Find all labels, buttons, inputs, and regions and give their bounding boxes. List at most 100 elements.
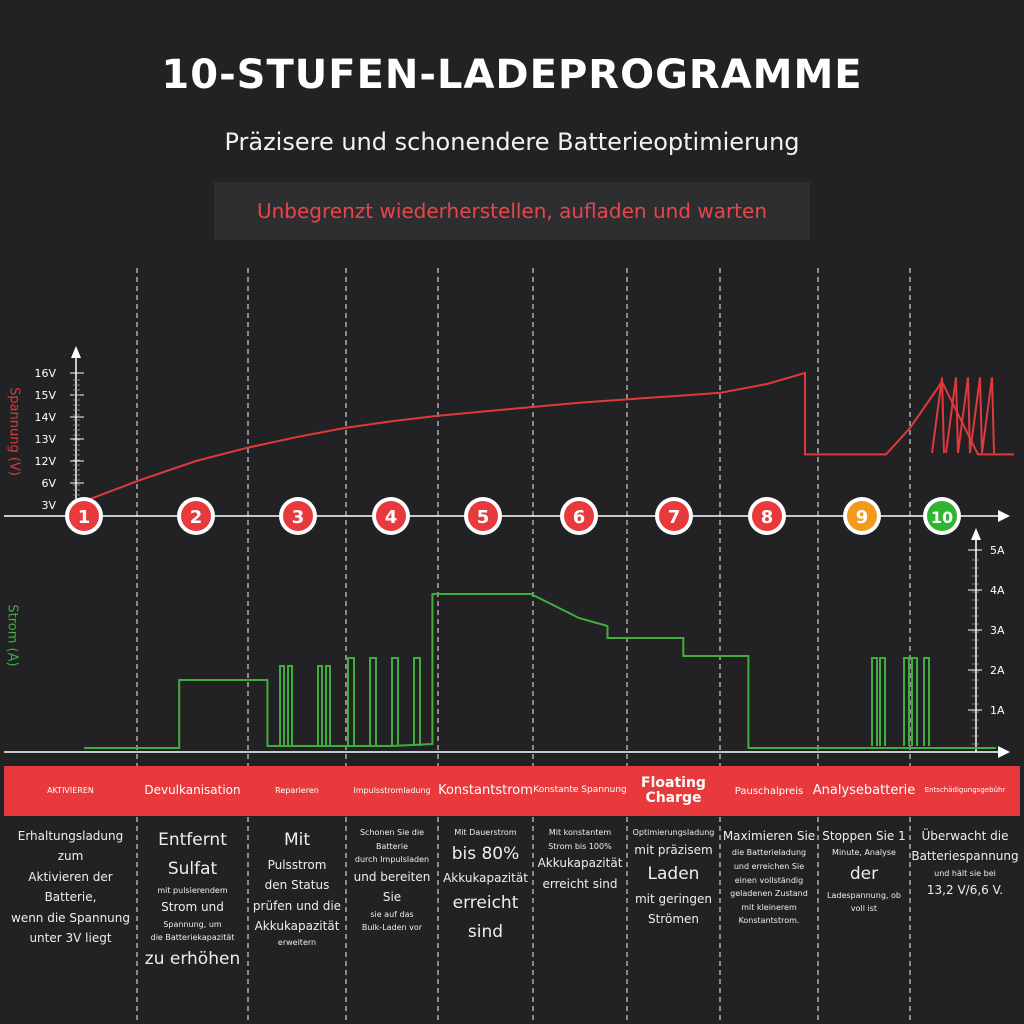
stage-label-9: Analysebatterie [812, 782, 916, 798]
stage-circle-2 [181, 501, 211, 531]
description-line: prüfen und die [252, 898, 342, 913]
current-axis-label: Strom (A) [4, 604, 20, 667]
current-base-arrow [998, 746, 1010, 758]
voltage-tick-label: 13V [34, 433, 56, 446]
description-line: Spannung, um [163, 919, 222, 929]
stage-number: 3 [292, 507, 305, 528]
current-pulses-stage9 [871, 657, 930, 746]
description-line: Strom und [161, 900, 224, 915]
stage-circle-8 [752, 501, 782, 531]
description-line: einen vollständig [734, 875, 804, 885]
stage-description-5: Mit Dauerstrom bis 80% Akkukapazität erreic… [438, 826, 533, 947]
voltage-tick-label: 3V [41, 499, 56, 512]
description-line: die Batterieladung [731, 848, 807, 858]
stage-number: 1 [78, 507, 91, 528]
stage-label-1: AKTIVIEREN [47, 785, 94, 795]
current-tick-label: 3A [990, 624, 1005, 637]
description-line: bis 80% [451, 843, 520, 864]
stage-circle-10 [927, 501, 957, 531]
description-line: Konstantstrom. [738, 916, 800, 926]
description-line: und bereiten Sie [353, 869, 431, 905]
description-line: Stoppen Sie 1 [822, 829, 906, 843]
description-line: der [849, 863, 879, 884]
stage-description-1: Erhaltungsladung zum Aktivieren der Batte… [4, 826, 137, 948]
stage-description-9: Stoppen Sie 1 Minute, Analyse der Ladespann… [818, 826, 910, 916]
description-line: Erhaltungsladung zum [17, 829, 124, 864]
page-title: 10-STUFEN-LADEPROGRAMME [161, 52, 863, 98]
stage-description-6: Mit konstantem Strom bis 100% Akkukapazitä… [533, 826, 627, 894]
stage-label-5: Konstantstrom [438, 782, 533, 798]
description-line: Mit [283, 830, 311, 850]
description-line: mit pulsierendem [157, 885, 228, 895]
stage-number: 6 [573, 507, 586, 528]
tagline: Unbegrenzt wiederherstellen, aufladen un… [256, 199, 768, 223]
description-line: geladenen Zustand [730, 889, 808, 899]
current-tick-label: 1A [990, 704, 1005, 717]
description-line: zu erhöhen [144, 948, 241, 969]
stage-description-2: Entfernt Sulfat mit pulsierendem Strom und… [137, 826, 248, 974]
description-line: voll ist [850, 904, 878, 914]
current-tick-label: 4A [990, 584, 1005, 597]
description-line: erreicht sind [542, 876, 618, 891]
voltage-axis-arrow [71, 346, 81, 358]
stage-circle-4 [376, 501, 406, 531]
stage-circle-6 [564, 501, 594, 531]
description-line: Mit Dauerstrom [454, 828, 517, 837]
stage-number: 9 [856, 507, 869, 528]
voltage-tick-label: 6V [41, 477, 56, 490]
stage-circle-3 [283, 501, 313, 531]
stage-label-2: Devulkanisation [144, 783, 241, 798]
stage-label-4: Impulsstromladung [353, 785, 431, 795]
current-series-line [84, 593, 996, 749]
stage-label-7: Floating Charge [641, 774, 706, 806]
description-line: erweitern [277, 938, 317, 948]
stage-number: 4 [385, 507, 398, 528]
description-line: Akkukapazität [537, 856, 623, 871]
description-line: unter 3V liegt [29, 930, 112, 945]
description-line: mit geringen [634, 891, 713, 906]
current-axis-arrow [971, 528, 981, 540]
stage-description-3: Mit Pulsstrom den Status prüfen und die Akku… [248, 826, 346, 950]
stage-description-7: Optimierungsladung mit präzisem Laden mit g… [627, 826, 720, 930]
page-subtitle: Präzisere und schonendere Batterieoptimi… [224, 128, 800, 156]
description-line: Laden [647, 863, 700, 884]
description-line: sie auf das [370, 909, 414, 919]
description-line: den Status [264, 878, 330, 893]
description-line: und hält sie bei [934, 868, 996, 878]
description-line: Akkukapazität [443, 871, 528, 886]
stage-description-4: Schonen Sie die Batterie durch Impulslade… [346, 826, 438, 935]
stage-description-8: Maximieren Sie die Batterieladung und erre… [720, 826, 818, 928]
stage-circle-7 [659, 501, 689, 531]
description-line: Akkukapazität [254, 919, 340, 934]
voltage-pulses-stage10 [931, 377, 995, 454]
stage-axis-arrow [998, 510, 1010, 522]
description-line: mit präzisem [634, 842, 713, 857]
voltage-series-line [83, 371, 1014, 503]
stage-number: 5 [477, 507, 490, 528]
description-line: Schonen Sie die Batterie [359, 828, 425, 851]
stage-number: 8 [761, 507, 774, 528]
stage-number: 2 [190, 507, 203, 528]
voltage-tick-label: 12V [34, 455, 56, 468]
description-line: Optimierungsladung [632, 828, 715, 837]
description-line: Überwacht die [921, 829, 1009, 843]
description-line: und erreichen Sie [733, 861, 805, 871]
description-line: Strom bis 100% [548, 841, 612, 851]
description-line: Ladespannung, ob [827, 890, 901, 900]
tagline-box: Unbegrenzt wiederherstellen, aufladen un… [214, 182, 810, 240]
description-line: wenn die Spannung [11, 910, 130, 925]
stage-label-6: Konstante Spannung [533, 785, 627, 796]
stage-number: 7 [668, 507, 681, 528]
description-line: Minute, Analyse [832, 848, 896, 858]
description-line: Maximieren Sie [722, 829, 816, 843]
stage-label-band [4, 766, 1020, 816]
description-line: 13,2 V/6,6 V. [926, 883, 1004, 898]
voltage-axis-label: Spannung (V) [6, 387, 22, 476]
stage-label-3: Reparieren [275, 785, 319, 795]
stage-circle-5 [468, 501, 498, 531]
voltage-tick-label: 15V [34, 389, 56, 402]
description-line: Mit konstantem [548, 828, 612, 837]
stage-circle-9 [847, 501, 877, 531]
description-line: Strömen [647, 912, 699, 927]
